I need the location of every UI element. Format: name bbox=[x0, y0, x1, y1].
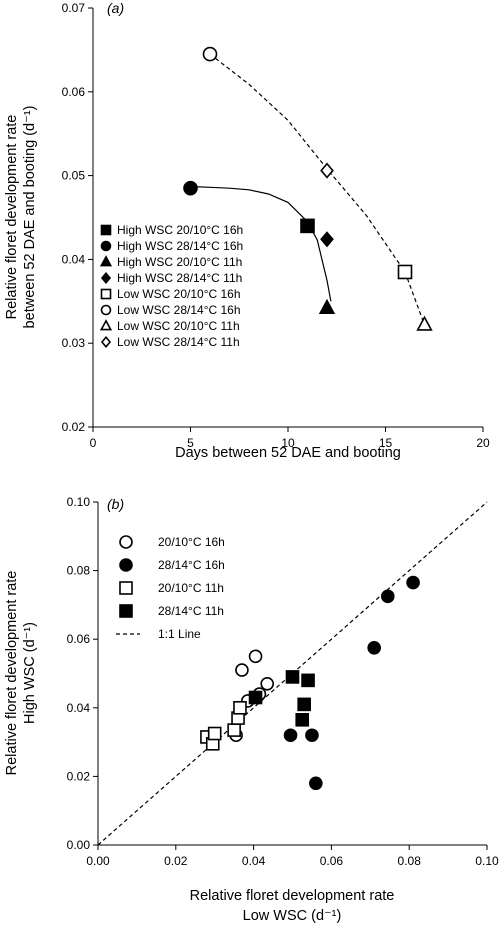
panel-a: (a) 0 5 10 15 20 0.02 0.03 0.04 0.05 0.06 0.07 Da… bbox=[4, 0, 490, 461]
panel-b-x-tick-label: 0.06 bbox=[320, 854, 344, 868]
panel-b-point-series-1 bbox=[309, 776, 323, 791]
panel-a-y-tick-label: 0.03 bbox=[62, 336, 86, 350]
panel-b-x-axis-title-line2: Low WSC (d⁻¹) bbox=[243, 908, 342, 924]
panel-b-y-tick-label: 0.00 bbox=[67, 838, 91, 852]
panel-a-legend-label: Low WSC 20/10°C 16h bbox=[117, 287, 241, 301]
panel-b-y-tick-label: 0.06 bbox=[67, 632, 91, 646]
panel-b-legend-marker bbox=[119, 558, 133, 572]
panel-b-x-tick-label: 0.02 bbox=[164, 854, 188, 868]
panel-a-point-series-4 bbox=[397, 264, 413, 280]
panel-a-x-tick-label: 15 bbox=[379, 436, 393, 450]
panel-a-x-tick-label: 20 bbox=[476, 436, 490, 450]
panel-b-x-tick-label: 0.10 bbox=[475, 854, 499, 868]
panel-b-point-series-2 bbox=[233, 700, 247, 715]
panel-a-legend-marker bbox=[99, 319, 113, 331]
panel-a-x-ticks: 0 5 10 15 20 bbox=[90, 427, 490, 450]
panel-b-point-series-1 bbox=[406, 575, 420, 590]
panel-a-y-tick-label: 0.07 bbox=[62, 1, 86, 15]
panel-a-point-series-0 bbox=[300, 218, 315, 234]
panel-a-y-tick-label: 0.02 bbox=[62, 420, 86, 434]
panel-a-y-axis-title-line2: between 52 DAE and booting (d⁻¹) bbox=[22, 106, 38, 329]
panel-a-x-tick-label: 10 bbox=[281, 436, 295, 450]
panel-a-point-series-6 bbox=[416, 315, 433, 331]
panel-b-legend-marker bbox=[119, 535, 133, 549]
panel-a-tag: (a) bbox=[107, 0, 124, 16]
panel-a-y-tick-label: 0.04 bbox=[62, 252, 86, 266]
panel-a-y-axis-title-line1: Relative floret development rate bbox=[4, 115, 20, 320]
panel-b-legend-label: 20/10°C 16h bbox=[158, 535, 225, 549]
panel-a-legend-marker bbox=[100, 240, 112, 252]
panel-a-y-tick-label: 0.06 bbox=[62, 85, 86, 99]
panel-b-y-tick-label: 0.10 bbox=[67, 495, 91, 509]
panel-a-fit-line-solid bbox=[190, 185, 332, 302]
panel-b-point-series-1 bbox=[367, 640, 381, 655]
panel-b-point-series-2 bbox=[227, 723, 241, 737]
panel-b-legend: 20/10°C 16h 28/14°C 16h 20/10°C 11h 28/14°C… bbox=[116, 535, 225, 641]
panel-a-x-tick-label: 5 bbox=[187, 436, 194, 450]
panel-a-legend-label: Low WSC 28/14°C 16h bbox=[117, 303, 241, 317]
panel-b-x-tick-label: 0.08 bbox=[398, 854, 422, 868]
panel-b-legend-label: 28/14°C 11h bbox=[158, 604, 224, 618]
panel-b-legend-marker bbox=[119, 581, 133, 595]
panel-a-point-series-7 bbox=[320, 162, 334, 179]
panel-a-legend-label: Low WSC 20/10°C 11h bbox=[117, 319, 240, 333]
panel-a-point-series-5 bbox=[202, 46, 218, 62]
panel-b-point-series-0 bbox=[248, 649, 263, 664]
panel-b-point-series-1 bbox=[305, 728, 319, 743]
panel-b-x-axis-title-line1: Relative floret development rate bbox=[190, 888, 395, 904]
panel-a-y-tick-label: 0.05 bbox=[62, 169, 86, 183]
panel-a-plot-area bbox=[183, 46, 433, 331]
panel-b-point-series-3 bbox=[297, 697, 311, 712]
panel-b-point-series-3 bbox=[285, 670, 300, 684]
panel-b-point-series-1 bbox=[381, 589, 395, 604]
panel-b-x-tick-label: 0.04 bbox=[242, 854, 266, 868]
panel-a-legend-marker bbox=[100, 304, 112, 316]
panel-a-point-series-3 bbox=[320, 231, 334, 248]
panel-a-legend-marker bbox=[100, 224, 112, 236]
panel-b-point-series-1 bbox=[283, 728, 298, 743]
panel-b-tag: (b) bbox=[107, 496, 124, 512]
panel-b-point-series-0 bbox=[235, 663, 249, 677]
panel-a-x-tick-label: 0 bbox=[90, 436, 97, 450]
panel-b-point-series-3 bbox=[301, 673, 315, 688]
panel-a-legend-label: Low WSC 28/14°C 11h bbox=[117, 335, 240, 349]
panel-b-x-ticks: 0.00 0.02 0.04 0.06 0.08 0.10 bbox=[86, 845, 499, 868]
panel-b: (b) 0.00 0.02 0.04 0.06 0.08 0.10 0.000.020.0… bbox=[4, 495, 499, 924]
panel-b-y-tick-label: 0.08 bbox=[67, 564, 91, 578]
panel-b-y-tick-label: 0.02 bbox=[67, 769, 91, 783]
panel-a-legend-marker bbox=[100, 272, 112, 284]
panel-b-point-series-2 bbox=[207, 726, 222, 741]
panel-b-y-axis-title-line1: Relative floret development rate bbox=[4, 571, 20, 776]
panel-a-legend-label: High WSC 20/10°C 16h bbox=[117, 223, 243, 237]
panel-a-legend-label: High WSC 28/14°C 11h bbox=[117, 271, 242, 285]
panel-a-legend-marker bbox=[100, 288, 112, 300]
panel-b-y-tick-label: 0.04 bbox=[67, 701, 91, 715]
panel-a-legend-marker bbox=[99, 255, 113, 267]
panel-a-point-series-2 bbox=[318, 298, 336, 315]
panel-b-y-axis-title-line2: High WSC (d⁻¹) bbox=[22, 622, 38, 724]
panel-a-legend: High WSC 20/10°C 16h High WSC 28/14°C 16h… bbox=[99, 223, 243, 349]
panel-b-legend-reference-label: 1:1 Line bbox=[158, 627, 201, 641]
panel-a-legend-label: High WSC 20/10°C 11h bbox=[117, 255, 242, 269]
panel-b-y-ticks: 0.00 0.02 0.04 0.06 0.08 0.10 bbox=[67, 495, 98, 852]
panel-a-y-ticks: 0.02 0.03 0.04 0.05 0.06 0.07 bbox=[62, 1, 93, 434]
panel-b-point-series-3 bbox=[248, 690, 263, 705]
panel-b-legend-label: 28/14°C 16h bbox=[158, 558, 225, 572]
panel-a-point-series-1 bbox=[183, 180, 198, 196]
panel-b-x-tick-label: 0.00 bbox=[86, 854, 110, 868]
panel-a-x-axis-title: Days between 52 DAE and booting bbox=[175, 445, 401, 461]
panel-b-plot-area bbox=[97, 501, 488, 846]
panel-a-legend-marker bbox=[100, 336, 112, 348]
panel-b-legend-label: 20/10°C 11h bbox=[158, 581, 224, 595]
panel-b-legend-marker bbox=[119, 604, 133, 618]
panel-b-point-series-3 bbox=[295, 713, 310, 727]
panel-a-legend-label: High WSC 28/14°C 16h bbox=[117, 239, 243, 253]
panel-b-point-series-0 bbox=[260, 676, 275, 691]
